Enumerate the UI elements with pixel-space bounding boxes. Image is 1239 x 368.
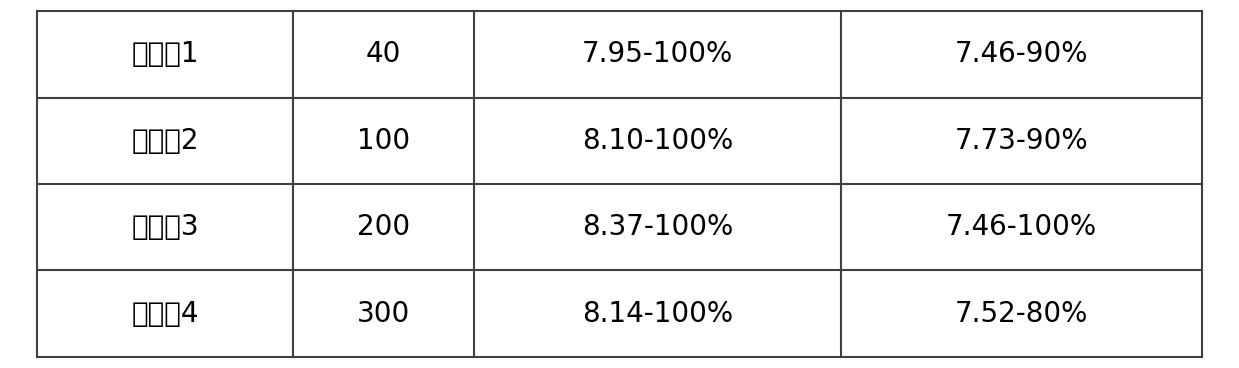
Text: 100: 100 [357, 127, 410, 155]
Text: 7.95-100%: 7.95-100% [582, 40, 733, 68]
Text: 实施例2: 实施例2 [131, 127, 199, 155]
Text: 实施例4: 实施例4 [131, 300, 199, 328]
Text: 7.73-90%: 7.73-90% [954, 127, 1088, 155]
Text: 7.52-80%: 7.52-80% [954, 300, 1088, 328]
Text: 8.14-100%: 8.14-100% [582, 300, 733, 328]
Text: 300: 300 [357, 300, 410, 328]
Text: 40: 40 [366, 40, 401, 68]
Text: 200: 200 [357, 213, 410, 241]
Text: 7.46-90%: 7.46-90% [954, 40, 1088, 68]
Text: 7.46-100%: 7.46-100% [945, 213, 1097, 241]
Text: 实施例1: 实施例1 [131, 40, 199, 68]
Text: 8.10-100%: 8.10-100% [582, 127, 733, 155]
Text: 实施例3: 实施例3 [131, 213, 199, 241]
Text: 8.37-100%: 8.37-100% [582, 213, 733, 241]
